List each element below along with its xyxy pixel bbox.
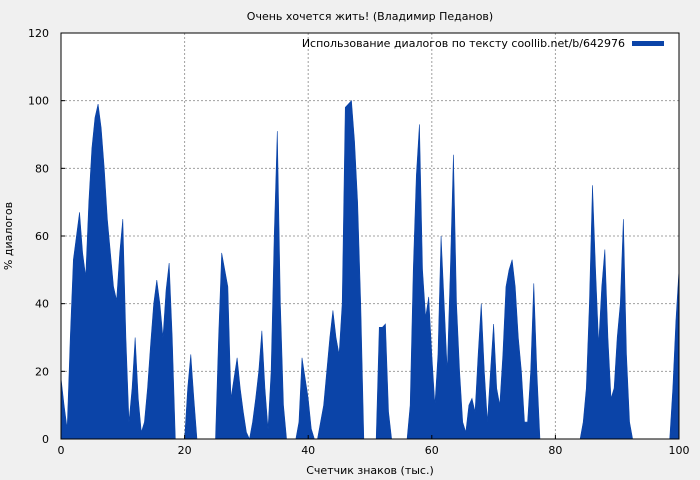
- x-tick-label: 80: [548, 444, 562, 457]
- x-tick-label: 40: [301, 444, 315, 457]
- y-tick-label: 20: [35, 365, 49, 378]
- x-tick-label: 60: [425, 444, 439, 457]
- y-axis-ticks: 0 20 40 60 80 100 120: [28, 27, 65, 446]
- y-tick-label: 80: [35, 162, 49, 175]
- legend-swatch: [632, 41, 664, 46]
- y-tick-label: 100: [28, 95, 49, 108]
- y-tick-label: 0: [42, 433, 49, 446]
- x-tick-label: 100: [669, 444, 690, 457]
- y-axis-label: % диалогов: [2, 202, 15, 270]
- legend: Использование диалогов по тексту coollib…: [302, 37, 664, 50]
- x-tick-label: 0: [58, 444, 65, 457]
- y-tick-label: 60: [35, 230, 49, 243]
- chart-title: Очень хочется жить! (Владимир Педанов): [247, 10, 493, 23]
- y-tick-label: 120: [28, 27, 49, 40]
- legend-label: Использование диалогов по тексту coollib…: [302, 37, 625, 50]
- x-axis-ticks: 0 20 40 60 80 100: [58, 435, 690, 457]
- grid-lines: [61, 33, 679, 439]
- x-axis-label: Счетчик знаков (тыс.): [306, 464, 434, 477]
- y-tick-label: 40: [35, 298, 49, 311]
- x-tick-label: 20: [178, 444, 192, 457]
